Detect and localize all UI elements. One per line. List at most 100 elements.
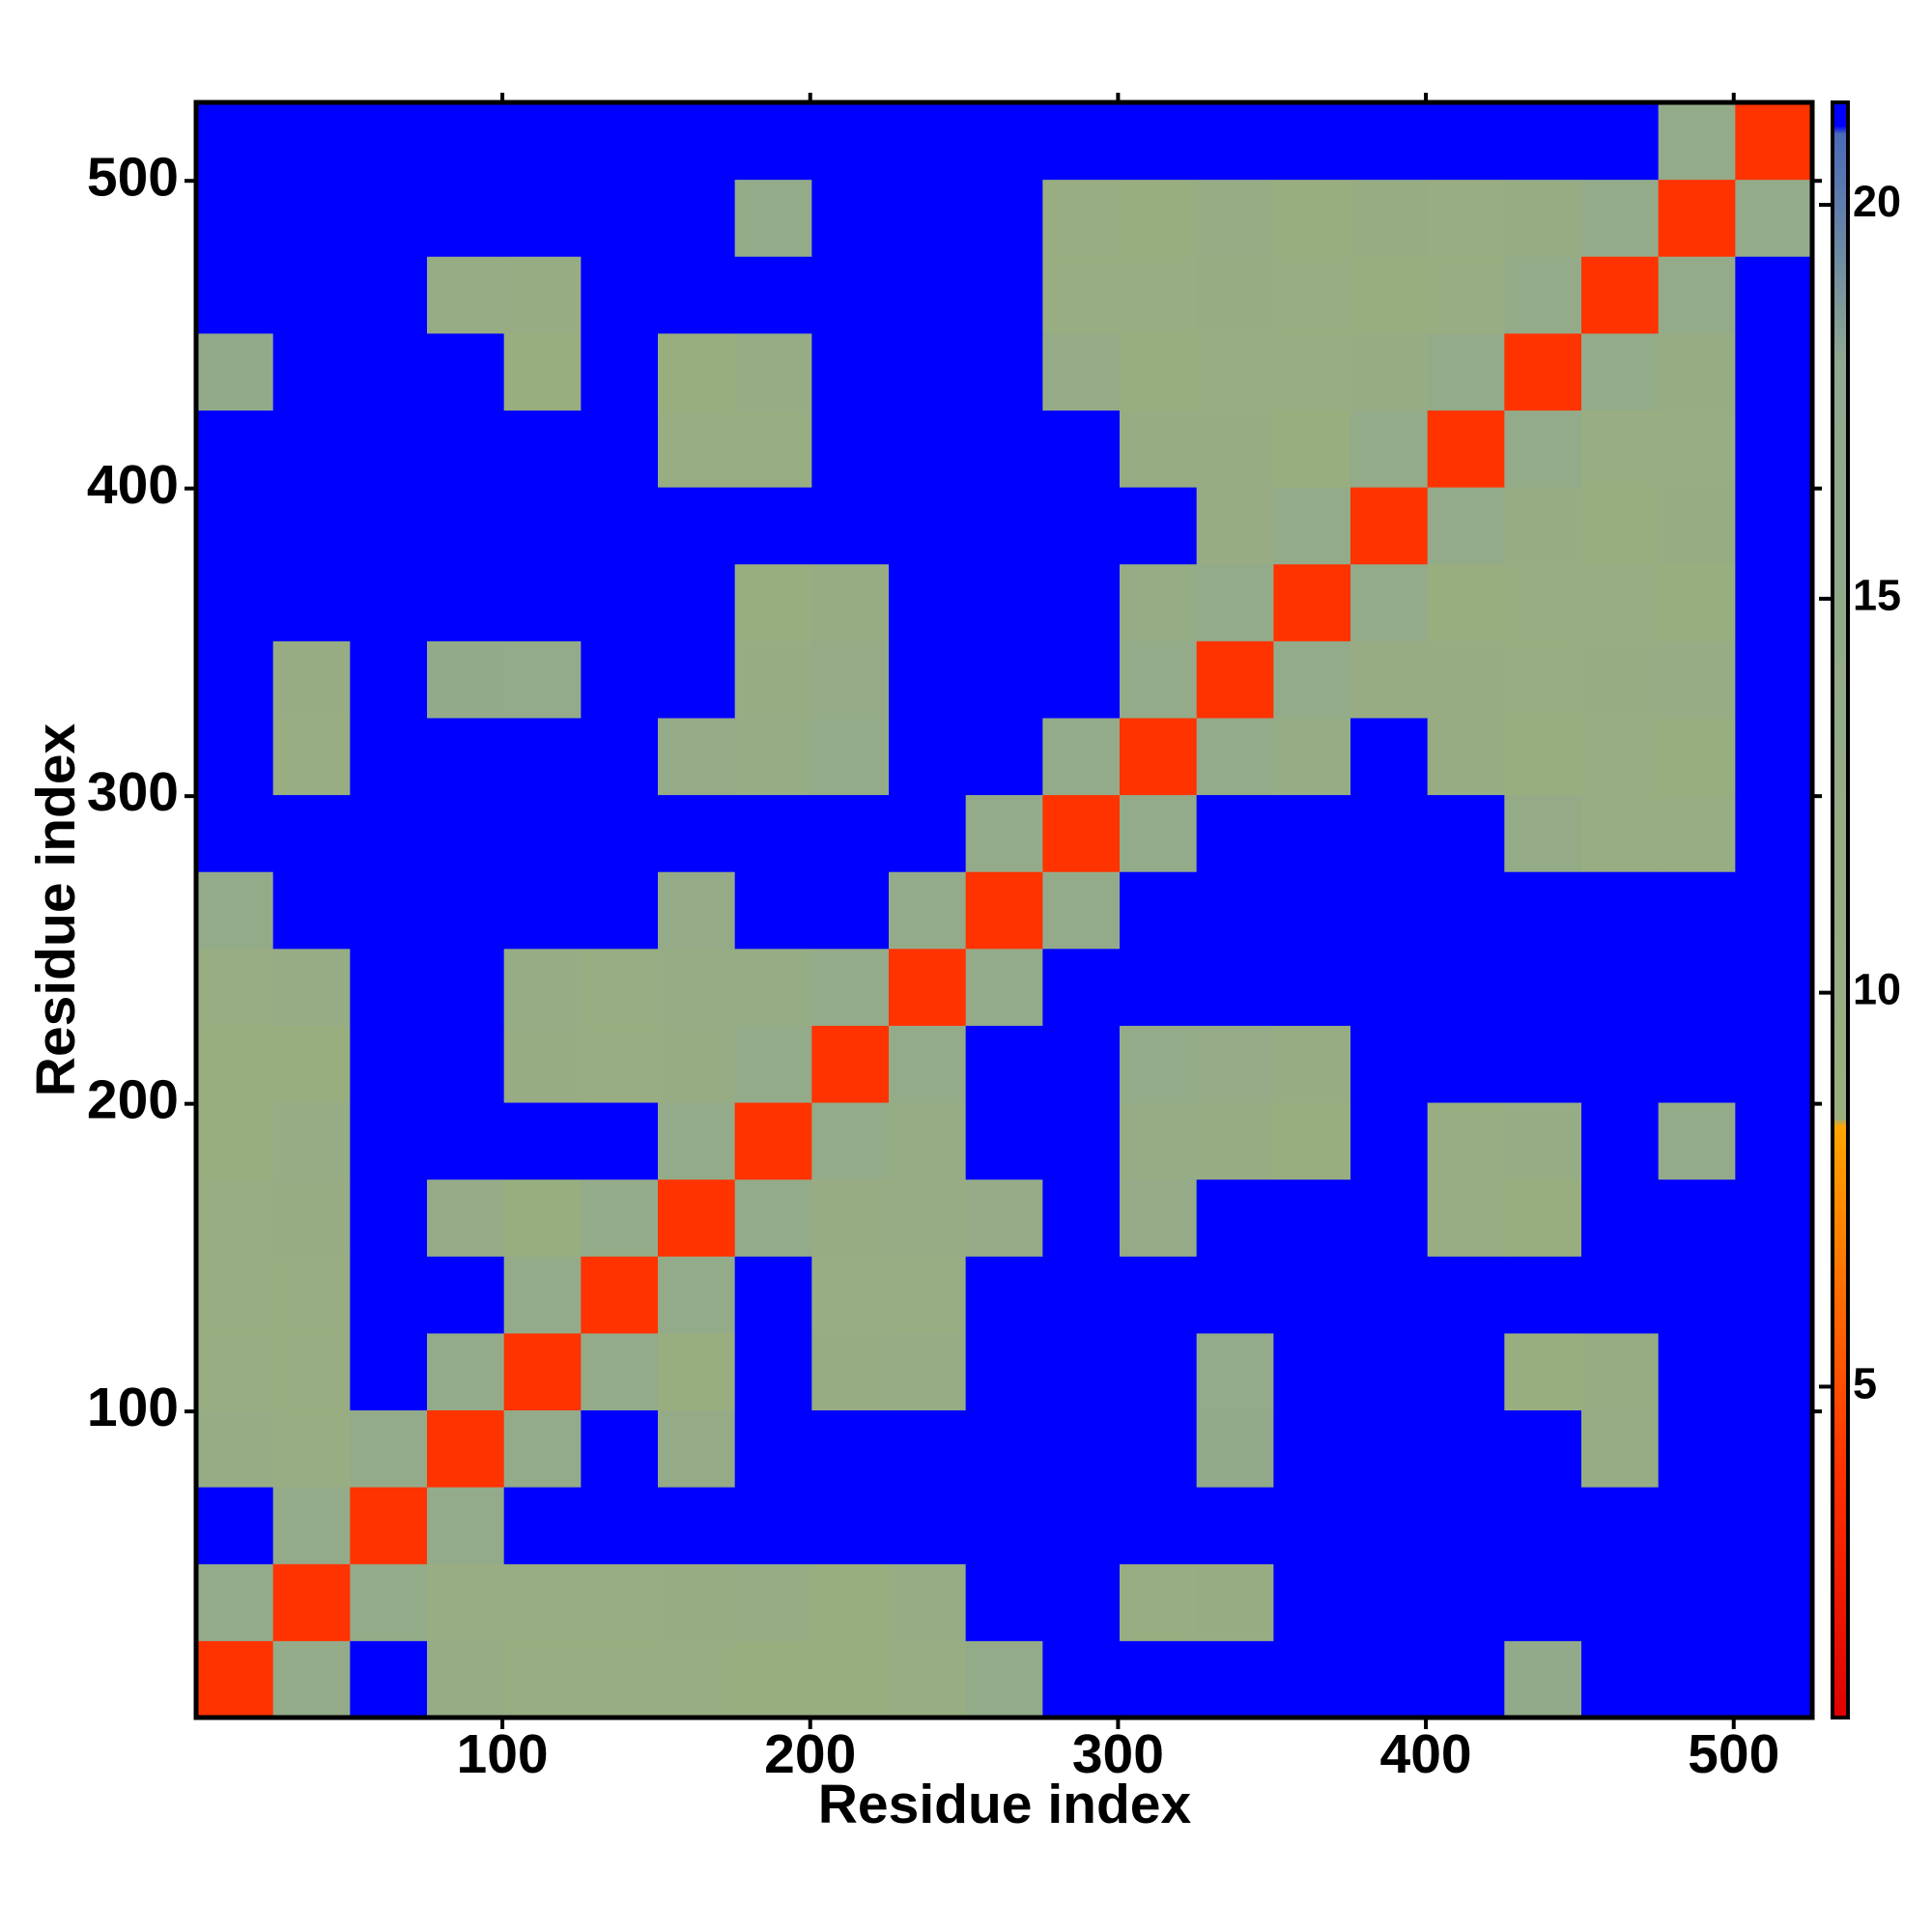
heatmap-cell [1273,1409,1351,1488]
heatmap-cell [581,717,659,796]
y-tick-label: 500 [87,146,179,208]
heatmap-cell [196,1640,274,1718]
heatmap-cell [1042,410,1121,488]
heatmap-cell [272,1179,351,1257]
heatmap-cell [1042,1487,1121,1565]
heatmap-cell [1350,948,1429,1026]
heatmap-cell [1273,1487,1351,1565]
heatmap-cell [1120,1025,1198,1103]
x-tick-label: 500 [1688,1723,1779,1785]
heatmap-cell [734,1102,812,1180]
y-tick-label: 200 [87,1069,179,1131]
heatmap-cell [1273,487,1351,565]
heatmap-cell [581,1256,659,1334]
heatmap-cell [1735,1487,1812,1565]
heatmap-cell [272,410,351,488]
heatmap-cell [965,717,1043,796]
heatmap-cell [1120,1640,1198,1718]
heatmap-cell [1504,1256,1582,1334]
heatmap-cell [1196,717,1274,796]
heatmap-cell [1273,640,1351,719]
heatmap-cell [658,410,736,488]
heatmap-cell [350,1563,428,1641]
heatmap-cell [1427,179,1505,257]
heatmap-cell [350,871,428,950]
heatmap-cell [1042,871,1121,950]
x-tick-label: 100 [457,1723,549,1785]
heatmap-cell [1196,256,1274,334]
heatmap-cell [965,794,1043,872]
heatmap-cell [658,1409,736,1488]
heatmap-cell [658,1025,736,1103]
heatmap-cell [1042,948,1121,1026]
heatmap-cell [1735,1179,1812,1257]
heatmap-cell [1350,1640,1429,1718]
heatmap-cell [272,794,351,872]
heatmap-cell [734,871,812,950]
heatmap-cell [1196,102,1274,181]
heatmap-cell [350,332,428,411]
heatmap-cell [1735,948,1812,1026]
heatmap-cell [272,1102,351,1180]
heatmap-cell [734,640,812,719]
heatmap-cell [196,1179,274,1257]
heatmap-cell [734,410,812,488]
heatmap-cell [196,179,274,257]
heatmap-cell [734,1025,812,1103]
heatmap-cell [1504,1332,1582,1411]
x-tick-label: 200 [764,1723,856,1785]
heatmap-cell [1350,332,1429,411]
heatmap-cell [1042,1332,1121,1411]
heatmap-cell [581,871,659,950]
heatmap-cell [1427,487,1505,565]
heatmap-cell [965,1102,1043,1180]
heatmap-cell [1042,256,1121,334]
heatmap-cell [734,948,812,1026]
heatmap-cell [427,1332,505,1411]
heatmap-cell [1658,1640,1736,1718]
heatmap-cell [1120,948,1198,1026]
heatmap-cell [889,1256,967,1334]
heatmap-cell [965,256,1043,334]
heatmap-cell [658,948,736,1026]
heatmap-cell [1120,794,1198,872]
heatmap-cell [1735,256,1812,334]
heatmap-cell [889,1025,967,1103]
heatmap-cell [1427,794,1505,872]
heatmap-cell [1273,102,1351,181]
heatmap-cell [811,1487,890,1565]
heatmap-cell [1196,1256,1274,1334]
heatmap-cell [581,410,659,488]
heatmap-cell [1735,332,1812,411]
heatmap-cell [1581,102,1660,181]
heatmap-cell [1120,410,1198,488]
heatmap-cell [503,1025,582,1103]
heatmap-cell [1658,1025,1736,1103]
heatmap-cell [658,256,736,334]
heatmap-cell [811,1102,890,1180]
heatmap-cell [1427,948,1505,1026]
heatmap-cell [350,1102,428,1180]
heatmap-cell [427,717,505,796]
heatmap-cell [1658,179,1736,257]
heatmap-cell [272,487,351,565]
heatmap-cell [581,332,659,411]
heatmap-cell [1273,1640,1351,1718]
heatmap-cell [350,1332,428,1411]
heatmap-cell [811,871,890,950]
heatmap-cell [1504,1563,1582,1641]
heatmap-cell [272,948,351,1026]
heatmap-cell [734,1256,812,1334]
heatmap-cell [272,1487,351,1565]
heatmap-cell [503,640,582,719]
heatmap-cell [965,1179,1043,1257]
heatmap-cell [503,256,582,334]
heatmap-cell [196,640,274,719]
heatmap-cell [1735,1563,1812,1641]
heatmap-cell [734,1563,812,1641]
heatmap-cell [889,1179,967,1257]
heatmap-cell [196,102,274,181]
heatmap-cell [1427,256,1505,334]
heatmap-cell [1350,1025,1429,1103]
heatmap-cell [350,640,428,719]
